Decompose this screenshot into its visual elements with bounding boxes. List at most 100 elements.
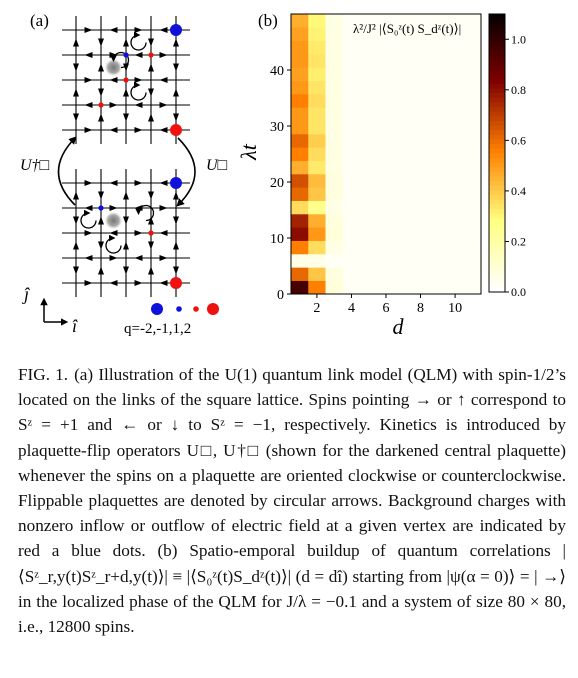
inset-label: λ²/J² |⟨S₀ᶻ(t) S_dᶻ(t)⟩| <box>353 21 461 36</box>
charge-small <box>98 102 104 108</box>
link-arrow-vertical <box>98 216 104 225</box>
link-arrow-vertical <box>98 88 104 97</box>
colorbar-segment <box>489 203 505 209</box>
link-arrow-vertical <box>173 38 179 47</box>
colorbar-segment <box>489 222 505 228</box>
colorbar-segment <box>489 273 505 279</box>
colorbar-segment <box>489 162 505 168</box>
link-arrow-vertical <box>173 88 179 97</box>
link-arrow-vertical <box>123 241 129 250</box>
y-tick-label: 40 <box>270 64 284 79</box>
x-tick-label: 8 <box>417 301 424 316</box>
link-arrow-horizontal <box>84 180 93 186</box>
panel-a-label: (a) <box>30 11 49 30</box>
heatmap-cell <box>325 67 344 81</box>
link-arrow-horizontal <box>109 255 118 261</box>
colorbar-segment <box>489 245 505 251</box>
link-arrow-vertical <box>173 113 179 122</box>
colorbar-segment <box>489 125 505 131</box>
charge-large <box>170 24 182 36</box>
link-arrow-vertical <box>123 88 129 97</box>
heatmap-cell <box>291 280 309 295</box>
link-arrow-horizontal <box>84 77 93 83</box>
link-arrow-vertical <box>73 38 79 47</box>
heatmap-cell <box>308 67 326 81</box>
y-axis-label: λt <box>236 143 261 161</box>
link-arrow-vertical <box>148 113 154 122</box>
link-arrow-horizontal <box>109 230 118 236</box>
link-arrow-horizontal <box>84 255 93 261</box>
colorbar-segment <box>489 213 505 219</box>
colorbar-segment <box>489 27 505 33</box>
colorbar-segment <box>489 185 505 191</box>
heatmap-cell <box>308 40 326 55</box>
link-arrow-horizontal <box>109 102 118 108</box>
colorbar-segment <box>489 282 505 288</box>
x-ticks: 2 4 6 8 10 <box>313 294 462 316</box>
link-arrow-vertical <box>73 266 79 275</box>
colorbar-segment <box>489 166 505 172</box>
colorbar-tick-label: 0.0 <box>511 285 526 299</box>
heatmap-cell <box>291 54 309 68</box>
heatmap-cell <box>291 240 309 255</box>
colorbar-segment <box>489 32 505 38</box>
heatmap-cell <box>308 280 326 295</box>
axis-i-label: î <box>72 316 78 336</box>
colorbar-segment <box>489 194 505 200</box>
link-arrow-vertical <box>123 266 129 275</box>
figure: (a) U†□ U□ ĵ î q=-2,-1,1,2 (b) 2 4 6 8 10 0 1… <box>20 11 526 339</box>
colorbar-segment <box>489 23 505 29</box>
heatmap-cell <box>291 80 309 95</box>
link-arrow-vertical <box>98 191 104 200</box>
link-arrow-vertical <box>73 216 79 225</box>
heatmap-cell <box>308 94 326 108</box>
heatmap-cell <box>308 160 326 175</box>
charge-legend: q=-2,-1,1,2 <box>124 303 219 337</box>
link-arrow-vertical <box>148 88 154 97</box>
link-arrow-vertical <box>123 191 129 200</box>
flip-arrow <box>80 209 97 229</box>
link-arrow-vertical <box>148 63 154 72</box>
colorbar-segment <box>489 88 505 94</box>
flip-arrow <box>105 234 122 254</box>
link-arrow-horizontal <box>134 180 143 186</box>
link-arrow-horizontal <box>84 127 93 133</box>
link-arrow-vertical <box>73 88 79 97</box>
link-arrow-vertical <box>123 216 129 225</box>
heatmap-cell <box>325 240 344 255</box>
axes-indicator: ĵ î <box>22 284 78 336</box>
x-tick-label: 4 <box>348 301 355 316</box>
heatmap-cell <box>308 187 326 201</box>
link-arrow-horizontal <box>159 27 168 33</box>
heatmap-cell <box>308 227 326 241</box>
colorbar-segment <box>489 254 505 260</box>
heatmap-cell <box>308 267 326 281</box>
link-arrow-horizontal <box>84 102 93 108</box>
heatmap <box>291 14 481 295</box>
flip-arrow <box>130 31 147 51</box>
x-tick-label: 6 <box>383 301 390 316</box>
heatmap-cell <box>291 67 309 81</box>
colorbar-segment <box>489 92 505 98</box>
heatmap-cell <box>291 174 309 188</box>
colorbar-segment <box>489 74 505 80</box>
heatmap-cell <box>308 240 326 255</box>
colorbar-frame <box>488 13 506 293</box>
link-arrow-horizontal <box>84 280 93 286</box>
charge-legend-text: q=-2,-1,1,2 <box>124 321 191 337</box>
colorbar-segment <box>489 199 505 205</box>
panel-a: (a) U†□ U□ ĵ î q=-2,-1,1,2 <box>20 11 228 337</box>
heatmap-cell <box>308 27 326 41</box>
link-arrow-horizontal <box>159 180 168 186</box>
link-arrow-vertical <box>148 191 154 200</box>
link-arrow-horizontal <box>159 280 168 286</box>
colorbar-segment <box>489 180 505 186</box>
link-arrow-vertical <box>173 63 179 72</box>
colorbar-tick-label: 0.6 <box>511 133 526 147</box>
heatmap-cell <box>325 280 344 295</box>
colorbar-segment <box>489 46 505 52</box>
central-plaquette <box>104 58 123 77</box>
charge-dot-plus2 <box>207 303 219 315</box>
link-arrow-vertical <box>123 113 129 122</box>
colorbar-tick-label: 0.8 <box>511 83 526 97</box>
